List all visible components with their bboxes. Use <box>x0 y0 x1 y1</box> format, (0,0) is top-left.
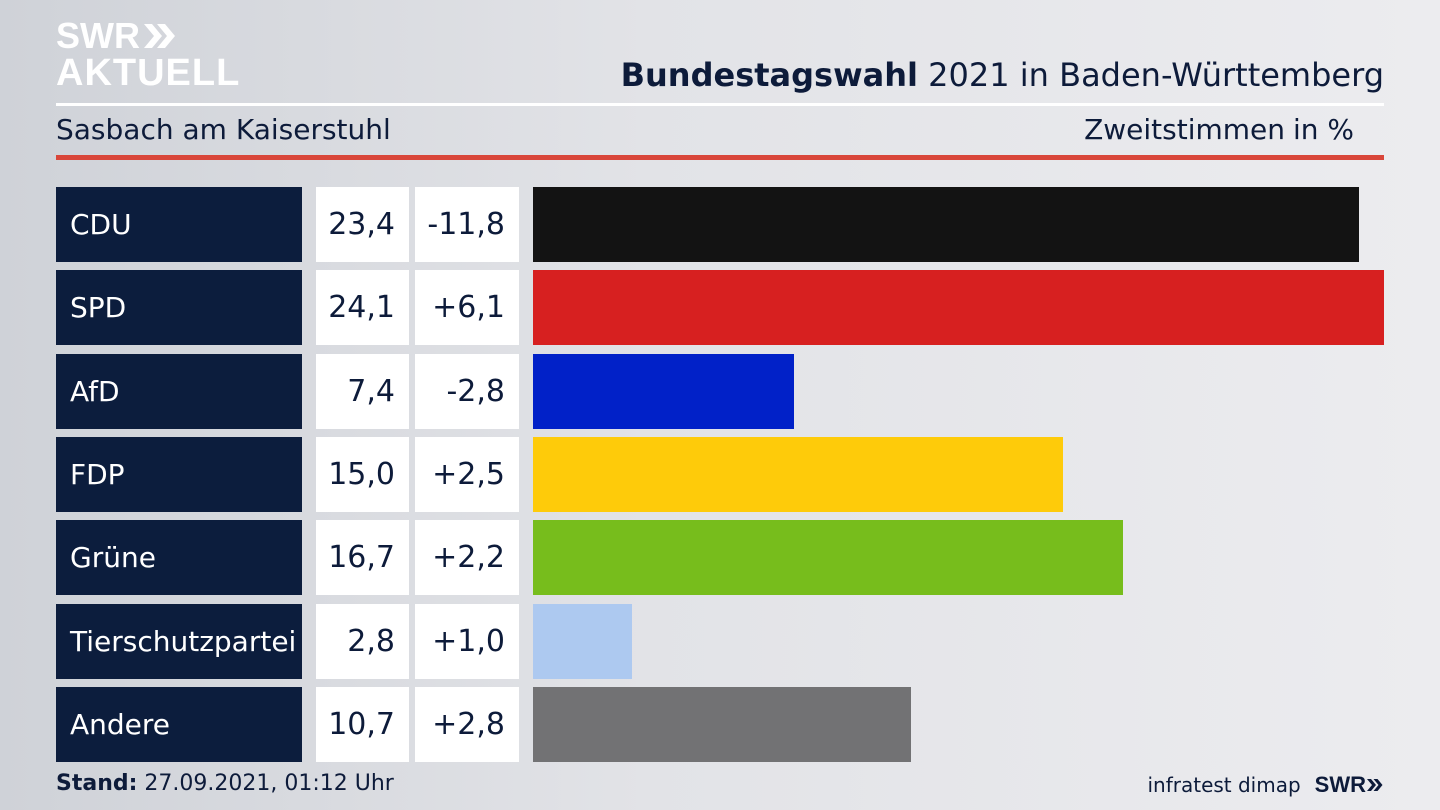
measure-label: Zweitstimmen <box>1084 113 1285 146</box>
chart-row: SPD 24,1 +6,1 <box>56 270 1384 345</box>
party-label: Tierschutzpartei <box>56 604 302 679</box>
stand-label: Stand: <box>56 771 138 796</box>
bar <box>533 687 911 762</box>
party-label: Andere <box>56 687 302 762</box>
party-label: CDU <box>56 187 302 262</box>
timestamp: Stand: 27.09.2021, 01:12 Uhr <box>56 771 394 796</box>
region-label: Sasbach am Kaiserstuhl <box>56 113 391 146</box>
double-chevron-icon <box>1367 779 1383 791</box>
title-rest: 2021 in Baden-Württemberg <box>917 56 1384 94</box>
chart-row: CDU 23,4 -11,8 <box>56 187 1384 262</box>
vote-change-value: +6,1 <box>415 270 519 345</box>
logo-swr-text: SWR <box>56 15 140 56</box>
swr-footer-text: SWR <box>1314 772 1366 797</box>
swr-aktuell-logo: SWR AKTUELL <box>56 15 241 94</box>
bar <box>533 520 1123 595</box>
vote-share-value: 7,4 <box>316 354 409 429</box>
footer-source: infratest dimap SWR <box>1147 772 1384 798</box>
bar <box>533 354 794 429</box>
vote-share-value: 10,7 <box>316 687 409 762</box>
double-chevron-icon <box>144 24 175 48</box>
bar <box>533 187 1359 262</box>
chart-row: Andere 10,7 +2,8 <box>56 687 1384 762</box>
unit-label: in % <box>1292 113 1354 146</box>
swr-footer-logo: SWR <box>1315 772 1384 798</box>
bar <box>533 437 1063 512</box>
vote-share-value: 15,0 <box>316 437 409 512</box>
chart-row: Tierschutzpartei 2,8 +1,0 <box>56 604 1384 679</box>
chart-title: Bundestagswahl 2021 in Baden-Württemberg <box>621 56 1384 94</box>
vote-change-value: +1,0 <box>415 604 519 679</box>
chart-row: AfD 7,4 -2,8 <box>56 354 1384 429</box>
bar <box>533 270 1384 345</box>
vote-share-value: 23,4 <box>316 187 409 262</box>
vote-change-value: +2,8 <box>415 687 519 762</box>
party-label: SPD <box>56 270 302 345</box>
header-divider <box>56 103 1384 106</box>
party-label: AfD <box>56 354 302 429</box>
vote-change-value: +2,5 <box>415 437 519 512</box>
party-label: FDP <box>56 437 302 512</box>
bar <box>533 604 632 679</box>
vote-change-value: +2,2 <box>415 520 519 595</box>
vote-change-value: -2,8 <box>415 354 519 429</box>
vote-share-value: 2,8 <box>316 604 409 679</box>
chart-row: FDP 15,0 +2,5 <box>56 437 1384 512</box>
party-label: Grüne <box>56 520 302 595</box>
vote-change-value: -11,8 <box>415 187 519 262</box>
accent-divider <box>56 155 1384 160</box>
vote-share-value: 16,7 <box>316 520 409 595</box>
title-bold: Bundestagswahl <box>620 56 918 94</box>
chart-row: Grüne 16,7 +2,2 <box>56 520 1384 595</box>
logo-aktuell-text: AKTUELL <box>56 52 241 94</box>
vote-share-value: 24,1 <box>316 270 409 345</box>
source-label: infratest dimap <box>1147 773 1301 797</box>
stand-value: 27.09.2021, 01:12 Uhr <box>137 771 394 796</box>
